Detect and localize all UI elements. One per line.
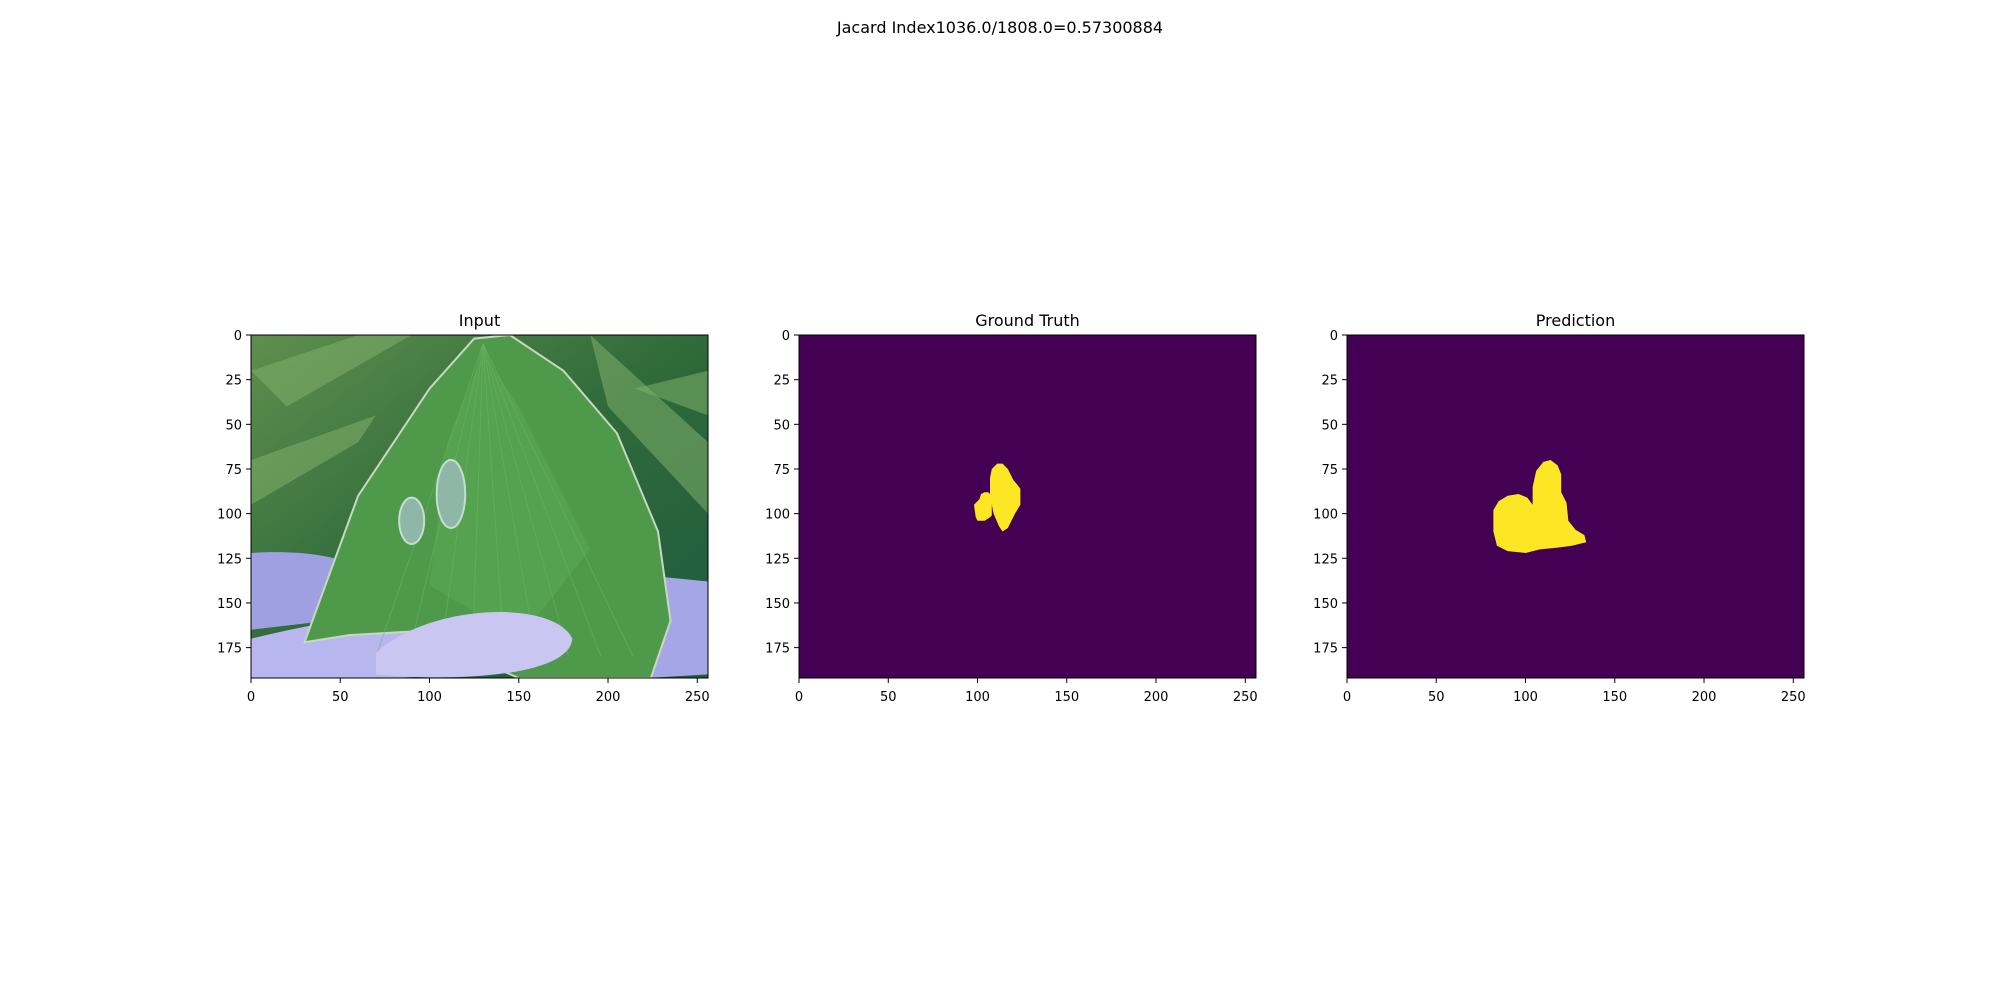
y-tick-label: 0 (1330, 329, 1338, 344)
x-tick-label: 200 (1692, 690, 1717, 705)
y-tick-label: 50 (773, 418, 790, 433)
x-tick-label: 250 (1233, 690, 1258, 705)
background-leaf (590, 335, 708, 514)
y-tick-label: 0 (782, 329, 790, 344)
x-tick-label: 250 (685, 690, 710, 705)
background-leaf (251, 335, 412, 407)
input-image (251, 335, 708, 678)
lesion (435, 459, 467, 529)
ground-truth-panel: 0 50 100 150 200 250 0 25 50 75 100 125 150 175 Ground… (765, 311, 1258, 705)
figure-title: Jacard Index1036.0/1808.0=0.57300884 (836, 18, 1163, 37)
y-tick-label: 100 (765, 508, 790, 523)
axes-frame (798, 334, 1257, 679)
y-tick-label: 75 (225, 463, 242, 478)
y-tick-label: 25 (225, 374, 242, 389)
x-tick-label: 100 (417, 690, 442, 705)
y-tick-label: 50 (1321, 418, 1338, 433)
y-tick-label: 25 (1321, 374, 1338, 389)
y-tick-label: 150 (1313, 597, 1338, 612)
mask-region (1493, 460, 1587, 553)
x-tick-label: 150 (1054, 690, 1079, 705)
y-tick-label: 175 (1313, 642, 1338, 657)
y-tick-label: 75 (773, 463, 790, 478)
x-tick-label: 0 (247, 690, 255, 705)
background-leaf (251, 415, 376, 505)
leaf-vein (375, 343, 484, 657)
x-tick-label: 0 (795, 690, 803, 705)
leaf-highlight (429, 352, 591, 639)
x-tick-label: 100 (965, 690, 990, 705)
x-tick-label: 50 (332, 690, 349, 705)
mask-background (799, 335, 1256, 678)
y-tick-label: 50 (225, 418, 242, 433)
y-tick-label: 125 (765, 552, 790, 567)
axes-frame (1346, 334, 1805, 679)
leaf-vein (482, 343, 570, 657)
y-tick-label: 0 (234, 329, 242, 344)
y-tick-label: 125 (1313, 552, 1338, 567)
x-tick-label: 200 (1144, 690, 1169, 705)
leaf-vein (482, 343, 602, 657)
leaf-vein (471, 343, 484, 657)
subplot-panels: 0 50 100 150 200 2500255075100125150175Input0… (217, 311, 1806, 705)
prediction-panel: 0 50 100 150 200 250 0 25 50 75 100 125 150 175 Predic… (1313, 311, 1806, 705)
y-tick-label: 175 (765, 642, 790, 657)
x-tick-label: 150 (1602, 690, 1627, 705)
y-tick-label: 100 (1313, 508, 1338, 523)
y-tick-label: 175 (217, 642, 242, 657)
x-tick-label: 200 (596, 690, 621, 705)
mask-region (990, 463, 1021, 532)
y-tick-label: 25 (773, 374, 790, 389)
y-tick-label: 125 (217, 552, 242, 567)
lesion (398, 496, 426, 546)
x-tick-label: 50 (1428, 690, 1445, 705)
x-tick-label: 0 (1343, 690, 1351, 705)
prediction-image (1347, 335, 1804, 678)
x-tick-label: 50 (880, 690, 897, 705)
thumb-nail (375, 612, 573, 678)
x-tick-label: 250 (1781, 690, 1806, 705)
input-title: Input (459, 311, 500, 330)
prediction-title: Prediction (1536, 311, 1615, 330)
mask-background (1347, 335, 1804, 678)
leaf-vein (482, 343, 634, 657)
y-tick-label: 75 (1321, 463, 1338, 478)
leaf-vein (482, 343, 538, 657)
y-tick-label: 150 (217, 597, 242, 612)
background-leaf (634, 370, 708, 416)
input-panel: 0 50 100 150 200 250 0 25 50 75 100 125 150 175 Input (217, 311, 710, 705)
y-tick-label: 100 (217, 508, 242, 523)
leaf-vein (482, 343, 505, 657)
mask-region (973, 492, 992, 521)
x-tick-label: 150 (506, 690, 531, 705)
ground-truth-title: Ground Truth (975, 311, 1080, 330)
ground-truth-image (799, 335, 1256, 678)
axes-frame (250, 334, 709, 679)
x-tick-label: 100 (1513, 690, 1538, 705)
y-tick-label: 150 (765, 597, 790, 612)
